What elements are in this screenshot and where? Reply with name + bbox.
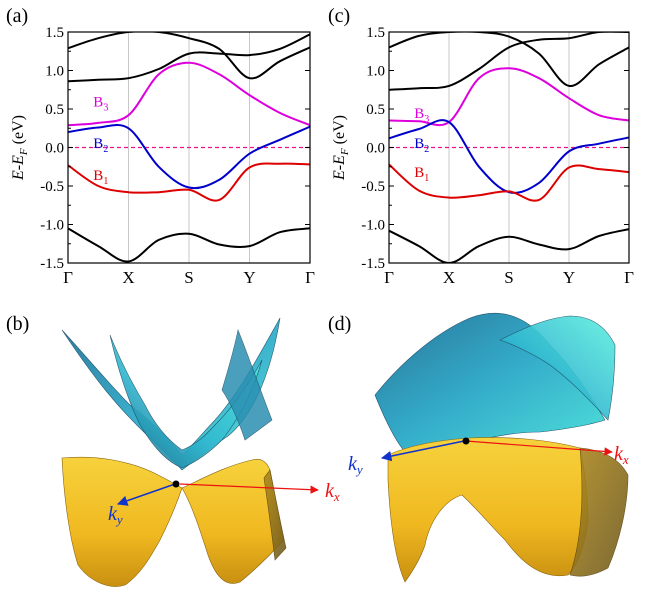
lower-surface-dark-side [263,469,287,561]
x-tick-label: S [184,268,193,287]
upper-surface-right-sheet [221,328,273,441]
band-line [68,61,310,127]
band-line [68,227,310,263]
y-tick-label: 1.0 [366,64,385,80]
y-tick-label: 0.5 [45,102,64,118]
x-tick-label: Y [243,268,255,287]
band-label: B1 [93,168,108,187]
kx-axis-arrow-b [179,483,319,494]
band-line [389,32,629,87]
band-line [68,162,310,202]
surface-plot-b: kx ky [61,317,340,587]
x-tick-label: X [443,268,455,287]
band-line [389,163,629,202]
x-tick-label: X [122,268,134,287]
y-tick-label: -1.5 [40,256,64,272]
band-line [389,228,629,263]
band-line [389,32,629,91]
x-tick-label: S [504,268,513,287]
ky-axis-arrow-d [380,440,465,462]
y-tick-label: -1.0 [361,218,385,234]
lower-surface-dark-side-d [569,447,629,577]
panel-label-c: (c) [328,5,350,27]
kx-label-d: kx [614,443,629,467]
dirac-point-d [462,437,470,445]
y-tick-label: -0.5 [361,179,385,195]
ky-label-d: ky [348,453,363,477]
x-tick-label: Γ [384,268,394,287]
panel-label-b: (b) [6,313,29,335]
y-tick-label: -0.5 [40,179,64,195]
ky-label-b: ky [108,503,123,527]
kx-axis-arrow-d [465,440,613,456]
band-line [68,123,310,190]
band-structure-plot-c: -1.5 -1.0 -0.5 0.0 0.5 1.0 1.5 Γ X S Y Γ E-EF (eV) B3… [331,25,634,287]
y-tick-label: 0.0 [366,141,385,157]
upper-surface-right-d [499,315,616,421]
y-tick-label: 0.0 [45,141,64,157]
y-axis-label: E-EF (eV) [10,115,30,181]
y-tick-label: -1.5 [361,256,385,272]
ky-axis-arrow-b [117,483,176,506]
y-tick-label: 1.5 [366,25,385,41]
band-label: B1 [414,165,429,184]
x-tick-label: Γ [624,268,634,287]
y-tick-label: 1.0 [45,64,64,80]
kx-label-b: kx [325,480,340,504]
band-lines [68,32,310,263]
band-label: B2 [93,136,108,155]
y-axis-label: E-EF (eV) [331,115,351,181]
band-line [389,67,629,127]
band-label: B3 [414,106,429,125]
y-tick-label: -1.0 [40,218,64,234]
x-tick-label: Γ [305,268,315,287]
x-tick-label: Y [563,268,575,287]
y-tick-label: 1.5 [45,25,64,41]
dirac-point-b [172,480,180,488]
surface-plot-d: kx ky [348,313,629,583]
x-tick-label: Γ [63,268,73,287]
band-lines [389,32,629,263]
band-label: B3 [93,94,108,113]
band-line [68,33,310,83]
band-label: B2 [414,136,429,155]
panel-label-a: (a) [6,5,28,27]
y-tick-label: 0.5 [366,102,385,118]
lower-surface-main-d [387,437,589,583]
band-line [68,32,310,80]
band-structure-plot-a: -1.5 -1.0 -0.5 0.0 0.5 1.0 1.5 Γ X S Y Γ E-EF (eV) B3… [10,25,315,287]
panel-label-d: (d) [328,313,351,335]
upper-surface-front [109,334,263,469]
lower-surface-left [61,456,183,587]
